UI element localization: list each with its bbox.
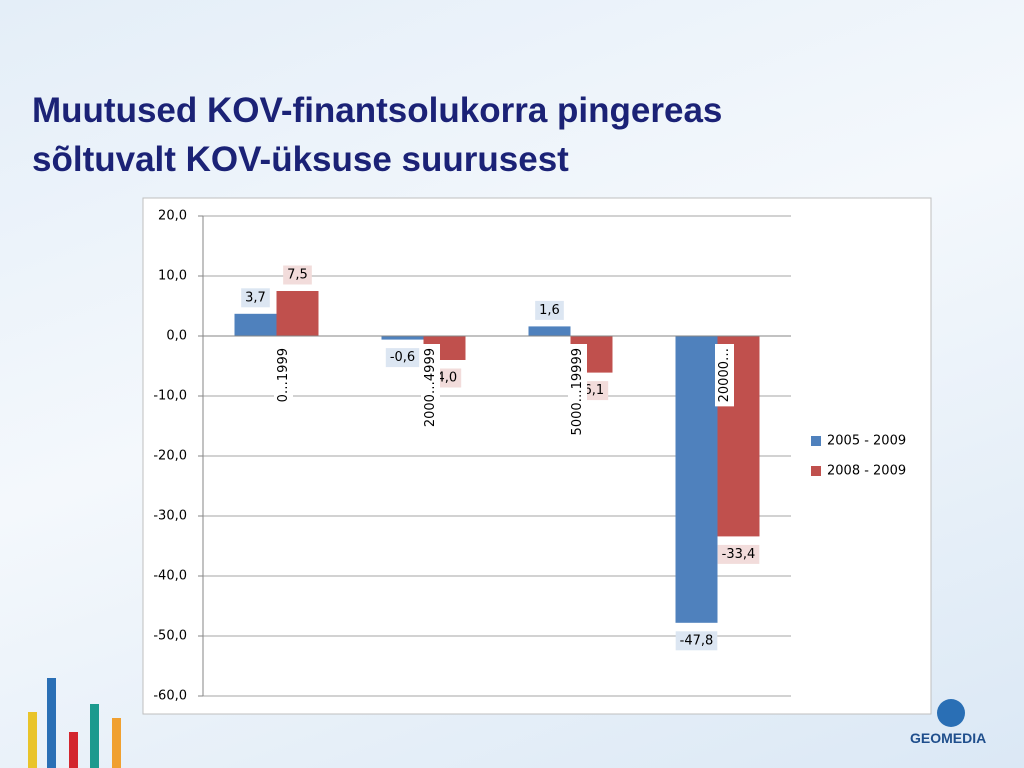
legend-swatch: [811, 436, 821, 446]
bar: [234, 313, 277, 336]
y-tick-label: -50,0: [153, 629, 187, 644]
decor: [47, 678, 56, 768]
data-label-box: [717, 544, 760, 564]
decor: [90, 704, 99, 768]
legend-label: 2005 - 2009: [827, 434, 906, 449]
y-tick-label: -60,0: [153, 689, 187, 704]
y-tick-label: 0,0: [166, 329, 187, 344]
decor: [112, 718, 121, 768]
y-tick-label: -20,0: [153, 449, 187, 464]
decor: [28, 712, 37, 768]
data-label: -33,4: [722, 547, 756, 562]
y-tick-label: -30,0: [153, 509, 187, 524]
y-tick-label: 10,0: [158, 269, 187, 284]
logo-icon: [937, 699, 965, 727]
bar: [528, 326, 571, 336]
bar: [675, 336, 718, 623]
data-label: 1,6: [539, 303, 560, 318]
x-tick-label-box: [421, 344, 440, 432]
legend-swatch: [811, 466, 821, 476]
data-label: 3,7: [245, 290, 266, 305]
data-label: -0,6: [390, 350, 415, 365]
bar: [276, 291, 319, 336]
x-tick-label-box: [568, 344, 587, 440]
data-label-box: [241, 288, 270, 308]
x-tick-label-box: [274, 344, 293, 407]
bar: [381, 336, 424, 340]
data-label-box: [385, 348, 420, 368]
data-label: 7,5: [287, 268, 308, 283]
legend-label: 2008 - 2009: [827, 464, 906, 479]
x-tick-label: 0…1999: [276, 348, 291, 402]
x-tick-label: 2000…4999: [423, 348, 438, 427]
y-tick-label: -10,0: [153, 389, 187, 404]
logo: GEOMEDIA: [910, 730, 987, 746]
y-tick-label: -40,0: [153, 569, 187, 584]
slide-title: Muutused KOV-finantsolukorra pingereas s…: [32, 91, 723, 179]
x-tick-label: 5000…19999: [570, 348, 585, 435]
x-tick-label-box: [715, 344, 734, 407]
decor: [69, 732, 78, 768]
y-tick-label: 20,0: [158, 209, 187, 224]
data-label-box: [535, 300, 564, 320]
data-label-box: [675, 631, 718, 651]
data-label-box: [283, 265, 312, 285]
x-tick-label: 20000…: [717, 348, 732, 402]
data-label: -47,8: [680, 633, 714, 648]
